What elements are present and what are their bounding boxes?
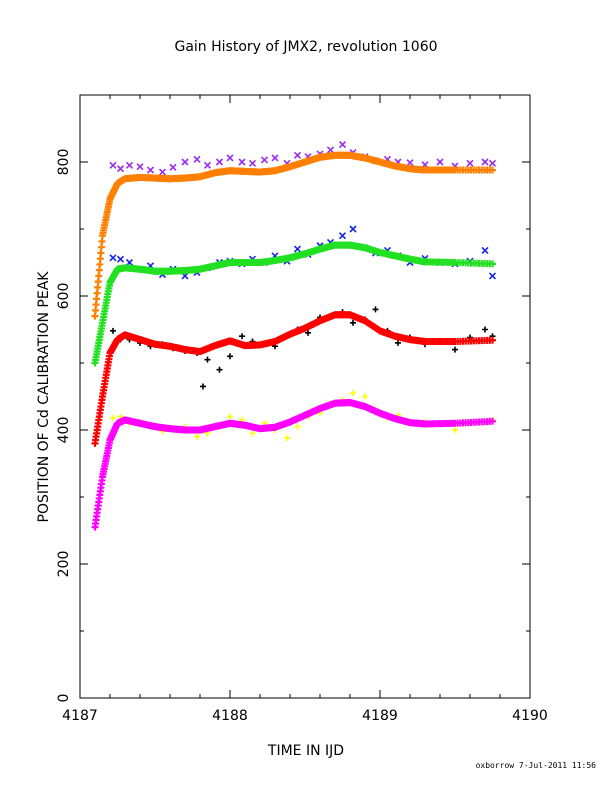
data-point [146, 166, 155, 174]
data-point [181, 158, 189, 166]
y-axis: 0 200 400 600 800 [56, 149, 530, 703]
y-tick-label: 600 [56, 283, 72, 310]
data-point [260, 156, 269, 164]
data-point [338, 232, 347, 240]
data-point [436, 158, 444, 166]
data-point [350, 319, 356, 326]
data-point [203, 161, 212, 169]
data-series [91, 141, 497, 531]
data-point [481, 158, 489, 166]
data-point [452, 427, 458, 433]
y-axis-label: POSITION OF Cd CALIBRATION PEAK [36, 271, 52, 523]
data-point [136, 163, 144, 171]
data-point [271, 154, 279, 162]
data-point [395, 339, 401, 346]
x-axis: 4187 4188 4189 4190 [62, 95, 548, 724]
data-point [326, 146, 335, 154]
data-point [200, 383, 206, 390]
data-point [305, 329, 311, 336]
y-tick-label: 0 [56, 694, 72, 703]
plot-frame [79, 94, 531, 699]
x-tick-label: 4187 [62, 708, 98, 724]
series-5 [91, 311, 496, 447]
data-point [125, 258, 134, 267]
data-point [489, 260, 496, 268]
chart-title: Gain History of JMX2, revolution 1060 [174, 39, 437, 55]
series-7 [91, 399, 496, 531]
data-point [110, 327, 116, 334]
data-point [227, 353, 233, 360]
data-point [294, 423, 301, 430]
y-tick-label: 200 [56, 551, 72, 578]
data-point [372, 306, 379, 313]
x-tick-label: 4188 [212, 708, 248, 724]
data-point [239, 333, 245, 340]
data-point [482, 326, 488, 333]
data-point [116, 255, 125, 263]
data-point [488, 272, 497, 280]
x-axis-label: TIME IN IJD [267, 743, 344, 759]
data-point [293, 245, 302, 253]
data-point [284, 435, 290, 442]
data-point [204, 356, 211, 363]
data-point [350, 390, 356, 397]
data-point [226, 154, 234, 162]
data-point [109, 161, 117, 169]
data-point [452, 346, 458, 353]
data-point [109, 254, 117, 262]
data-point [406, 159, 414, 167]
data-point [125, 161, 134, 169]
data-point [193, 155, 201, 163]
series-3 [91, 241, 496, 367]
data-point [362, 393, 368, 400]
data-point [169, 163, 177, 171]
x-tick-label: 4190 [512, 708, 548, 724]
data-point [248, 159, 257, 167]
data-point [481, 246, 489, 255]
y-tick-label: 800 [56, 149, 72, 176]
data-point [227, 413, 233, 420]
plot-footer: oxborrow 7-Jul-2011 11:56 [475, 761, 596, 770]
data-point [338, 141, 347, 149]
data-point [488, 159, 497, 167]
data-point [489, 417, 496, 425]
data-point [249, 430, 256, 437]
data-point [489, 166, 496, 174]
data-point [349, 225, 357, 233]
data-point [116, 165, 125, 173]
data-point [158, 168, 167, 176]
data-point [293, 151, 302, 159]
data-point [238, 158, 246, 166]
data-point [489, 336, 496, 344]
data-point [216, 366, 223, 373]
data-point [194, 433, 200, 440]
data-point [466, 159, 474, 167]
series-1 [91, 151, 496, 320]
x-tick-label: 4189 [362, 708, 398, 724]
y-tick-label: 400 [56, 417, 72, 444]
data-point [215, 158, 224, 166]
data-point [110, 414, 116, 421]
